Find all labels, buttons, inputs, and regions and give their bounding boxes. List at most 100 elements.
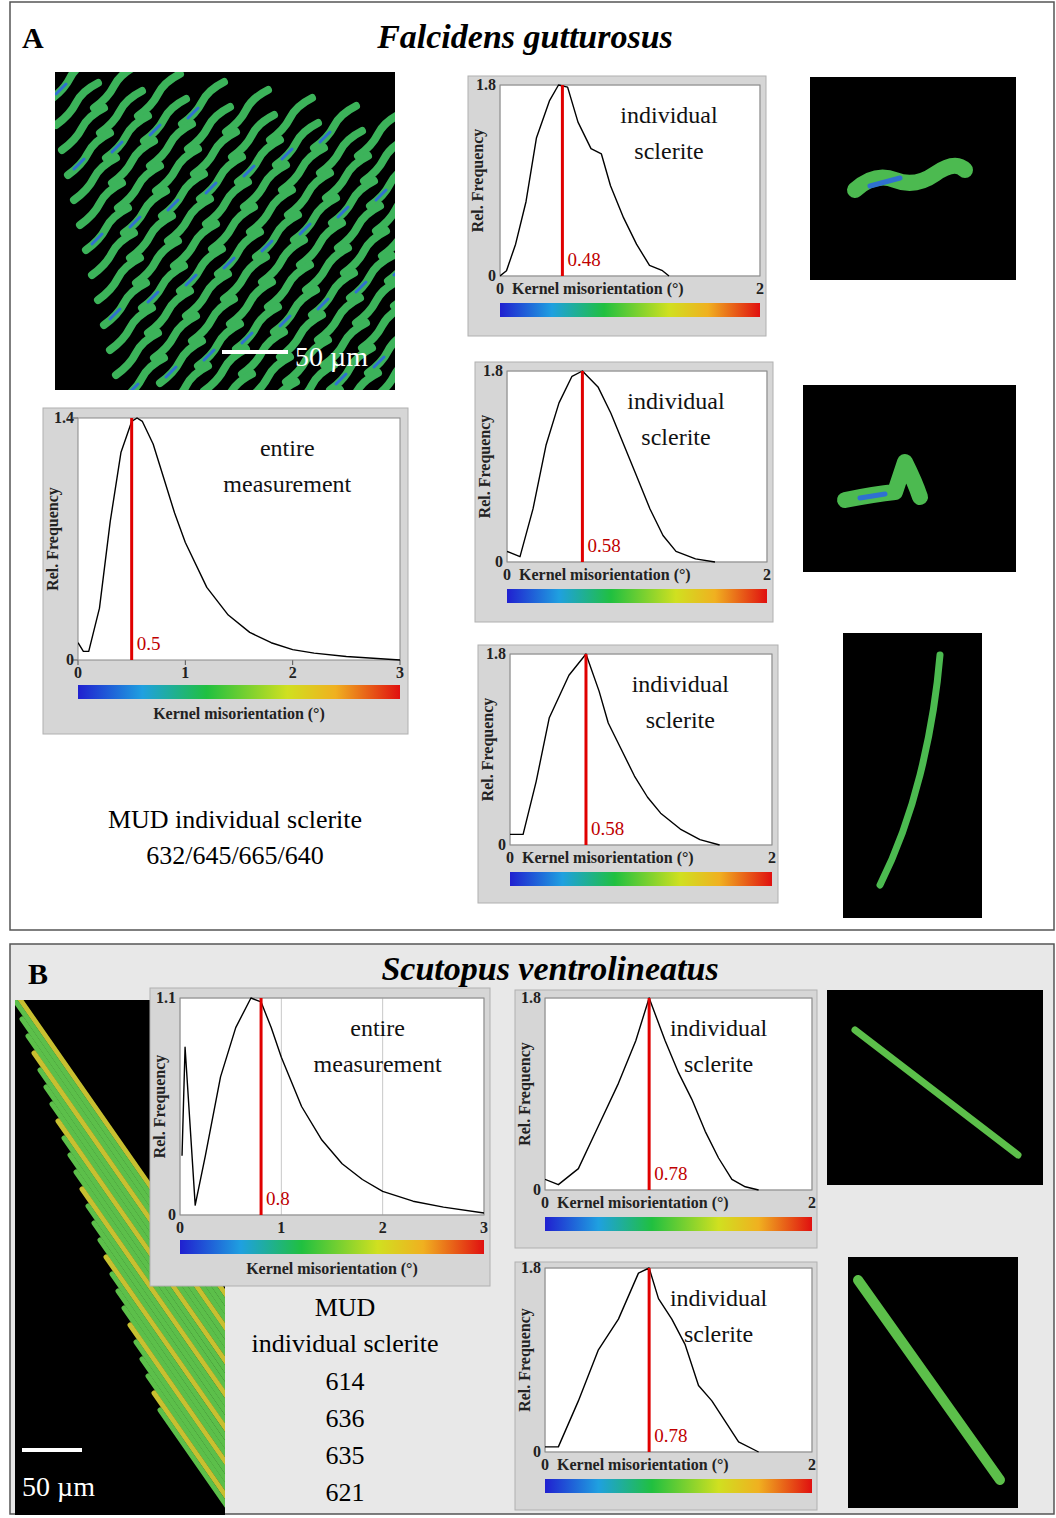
sclerite-shape [74, 159, 84, 169]
sclerite-shape [880, 655, 940, 885]
x-axis-title: Kernel misorientation (°) [246, 1260, 418, 1278]
chart-frame [515, 1262, 817, 1510]
sclerite-shape [282, 149, 292, 159]
chart-title: individualsclerite [627, 388, 725, 450]
chart-title: individual sclerite [632, 671, 730, 733]
y-axis-title: Rel. Frequency [516, 1042, 534, 1146]
plot-frame [510, 654, 772, 845]
peak-line [648, 998, 651, 1190]
panel-frame [10, 2, 1054, 930]
scale-bar [22, 1448, 82, 1452]
sclerite-shape [166, 367, 176, 377]
scale-bar-label: 50 µm [22, 1471, 95, 1502]
chart-title: individualsclerite [670, 1015, 768, 1077]
peak-label: 0.58 [591, 818, 624, 839]
sclerite-shape [186, 275, 196, 285]
y-axis-title: Rel. Frequency [44, 487, 62, 591]
x-tick-label: 0 [506, 849, 514, 866]
chart-title-line: individual [620, 102, 718, 128]
panel-letter: B [28, 957, 48, 990]
chart-frame [150, 988, 490, 1286]
sclerite-shape [374, 357, 384, 367]
grid-line [281, 998, 282, 1215]
chart: 0.801.10123Rel. FrequencyKernel misorien… [150, 988, 490, 1286]
peak-label: 0.48 [567, 249, 600, 270]
colour-bar [78, 685, 400, 699]
sclerite-shape [280, 316, 290, 326]
peak-label: 0.5 [137, 633, 161, 654]
sclerite-shape [860, 494, 885, 498]
chart-title-line: sclerite [646, 707, 715, 733]
sclerite-shape [148, 292, 158, 302]
chart-title-line: individual [670, 1015, 768, 1041]
x-axis-title: Kernel misorientation (°) [153, 705, 325, 723]
kernel-curve [182, 998, 484, 1213]
panel-title: Falcidens gutturosus [376, 18, 673, 55]
data-group [78, 418, 400, 660]
sclerite-shape [122, 358, 164, 390]
figure: AFalcidens gutturosusBScutopus ventrolin… [0, 0, 1056, 1518]
sclerite-shape [206, 183, 216, 193]
panel-title: Scutopus ventrolineatus [381, 950, 718, 987]
sclerite-shape [56, 84, 66, 94]
y-axis-title: Rel. Frequency [476, 415, 494, 519]
x-tick-label: 0 [503, 566, 511, 583]
plot-area [545, 1268, 812, 1452]
x-axis-title: Kernel misorientation (°) [512, 280, 684, 298]
sclerite-shape [188, 108, 198, 118]
y-tick-label: 1.8 [476, 76, 496, 93]
sclerite-shape [112, 142, 122, 152]
x-axis-title: Kernel misorientation (°) [522, 849, 694, 867]
sclerite-shape [128, 384, 138, 390]
y-axis-title: Rel. Frequency [469, 129, 487, 233]
sclerite-shape [244, 166, 254, 176]
chart-frame [475, 362, 773, 622]
peak-line [260, 998, 263, 1215]
y-tick-label: 0 [488, 267, 496, 284]
peak-line [648, 1268, 651, 1452]
chart-frame [478, 645, 778, 903]
kernel-curve [78, 418, 400, 660]
sclerite-shape [855, 1030, 1018, 1155]
y-tick-label: 0 [498, 836, 506, 853]
colour-bar [545, 1217, 812, 1231]
map [845, 462, 920, 500]
map [55, 72, 395, 390]
map [858, 1280, 1000, 1480]
chart-title-line: individual [632, 671, 730, 697]
chart-frame [515, 990, 817, 1248]
peak-label: 0.58 [587, 535, 620, 556]
map [855, 166, 965, 190]
x-tick-label: 2 [768, 849, 776, 866]
mud-value: 636 [326, 1404, 365, 1433]
x-axis-title: Kernel misorientation (°) [557, 1456, 729, 1474]
plot-frame [180, 998, 484, 1215]
peak-label: 0.78 [654, 1425, 687, 1446]
plot-frame [78, 418, 400, 660]
map [880, 655, 940, 885]
peak-line [561, 85, 564, 276]
map-background [848, 1257, 1018, 1508]
plot-area [510, 654, 772, 845]
map [855, 1030, 1018, 1155]
x-tick-label: 1 [181, 664, 189, 681]
scale-bar-label: 50 µm [295, 341, 368, 372]
colour-bar [180, 1240, 484, 1254]
chart: 0.4801.802Rel. FrequencyKernel misorient… [468, 76, 766, 336]
chart-title-line: individual [627, 388, 725, 414]
peak-label: 0.8 [266, 1188, 290, 1209]
plot-area [180, 998, 484, 1215]
y-tick-label: 0 [168, 1206, 176, 1223]
y-axis-title: Rel. Frequency [151, 1055, 169, 1159]
sclerite-shape [92, 234, 102, 244]
sclerite-shape [110, 309, 120, 319]
sclerite-shape [376, 190, 386, 200]
sclerite-shape [320, 132, 330, 142]
mud-value: 635 [326, 1441, 365, 1470]
peak-line [130, 418, 133, 660]
mud-label: MUD individual sclerite [108, 805, 362, 834]
x-axis-title: Kernel misorientation (°) [519, 566, 691, 584]
data-group [182, 998, 484, 1215]
chart-title-line: entire [350, 1015, 405, 1041]
y-tick-label: 1.8 [521, 989, 541, 1006]
